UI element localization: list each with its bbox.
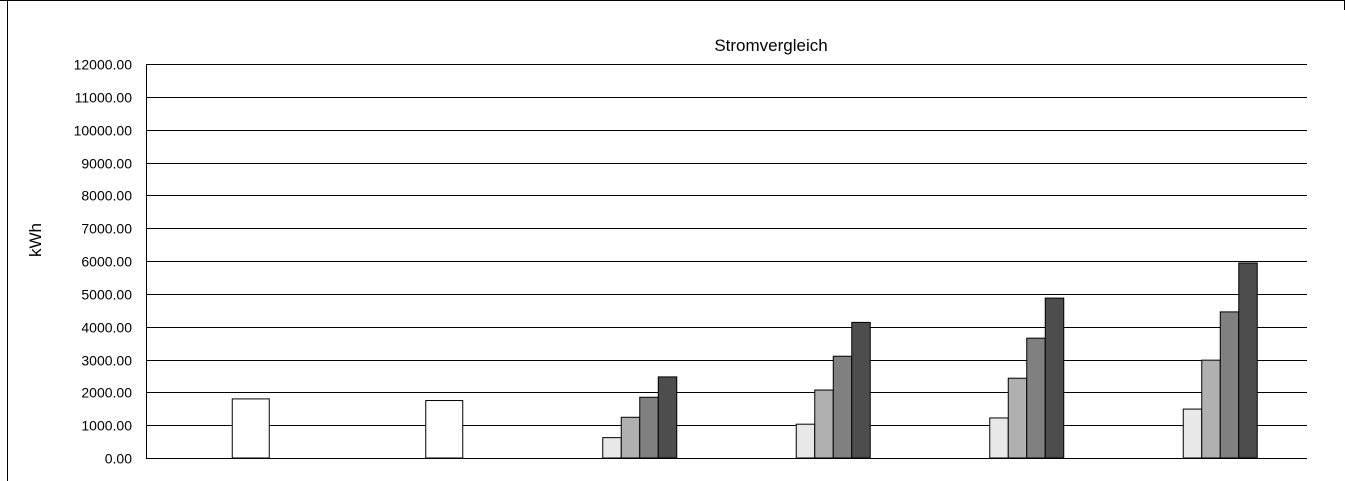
y-axis-label: kWh [26,223,45,257]
bar [1219,311,1240,459]
bar [231,398,270,459]
y-tick-label: 0.00 [105,451,132,467]
bar [1201,359,1221,459]
bar [832,355,853,459]
bar [620,416,641,459]
y-tick-label: 2000.00 [81,385,132,401]
bar [602,437,622,459]
y-tick-label: 12000.00 [74,57,133,73]
bar [425,400,464,459]
bar [1238,262,1258,459]
y-tick-label: 9000.00 [81,156,132,172]
bars [231,262,1258,459]
y-tick-label: 8000.00 [81,188,132,204]
bar [1007,377,1028,459]
y-tick-label: 6000.00 [81,254,132,270]
bar [795,423,816,459]
bar [851,321,871,459]
bar [657,376,678,459]
bar [639,396,659,459]
bar [1182,408,1203,459]
y-tick-labels: 0.00 1000.00 2000.00 3000.00 4000.00 5000.00 6… [74,57,133,467]
bar [1044,297,1065,459]
y-tick-label: 10000.00 [74,123,133,139]
y-tick-label: 11000.00 [75,90,133,106]
y-tick-label: 3000.00 [81,353,132,369]
gridlines [146,64,1307,459]
chart-title: Stromvergleich [714,36,827,55]
y-tick-label: 4000.00 [81,320,132,336]
bar [989,417,1009,459]
bar [814,389,834,459]
y-tick-label: 1000.00 [81,418,132,434]
bar [1026,337,1046,459]
y-tick-label: 7000.00 [81,221,132,237]
y-tick-label: 5000.00 [81,287,132,303]
